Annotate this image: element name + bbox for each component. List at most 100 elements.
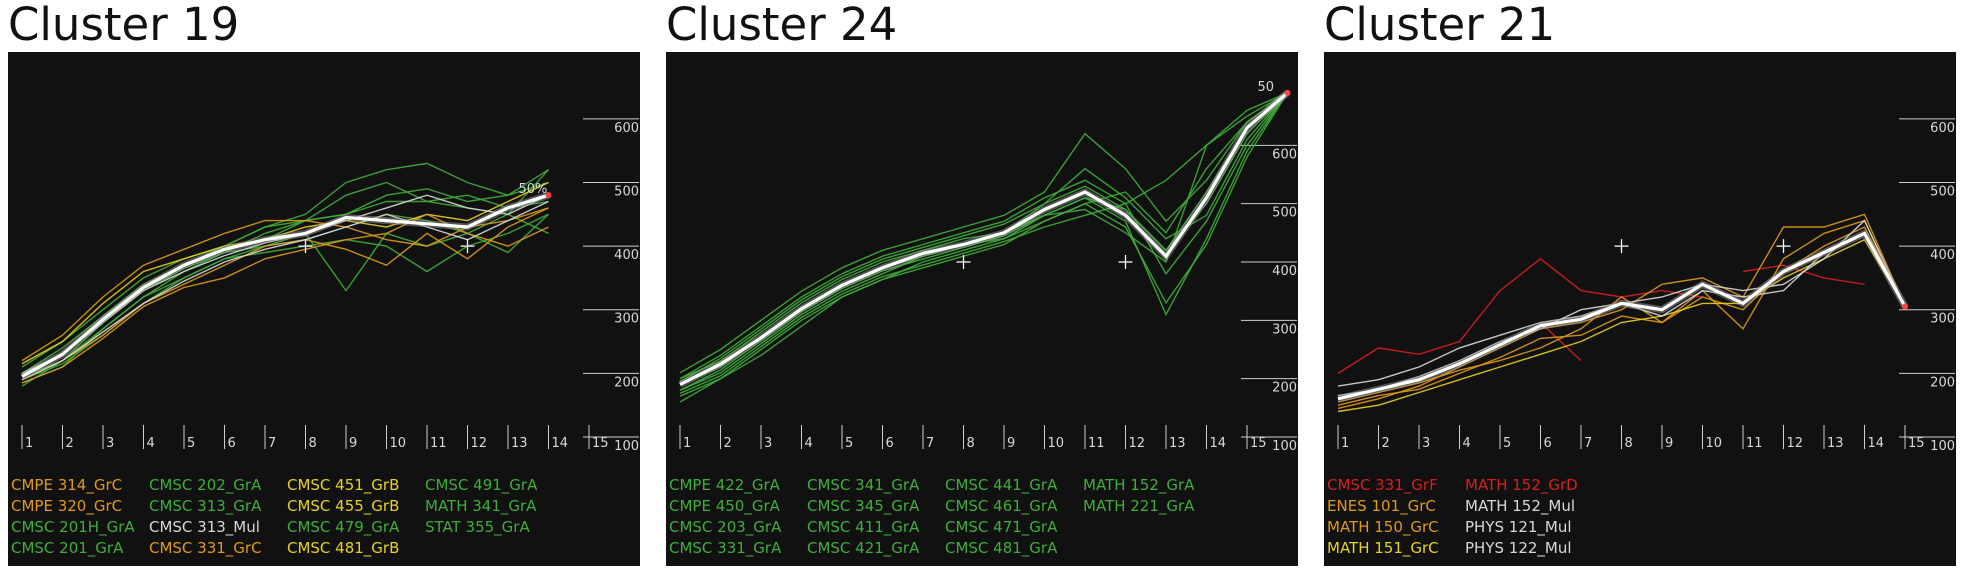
legend-entry: CMSC 411_GrA	[807, 518, 920, 536]
x-tick-label: 11	[1746, 436, 1763, 451]
legend-entry: CMSC 313_GrA	[149, 497, 262, 515]
legend-entry: MATH 151_GrC	[1327, 539, 1439, 557]
series-line	[21, 162, 549, 374]
legend-entry: CMSC 345_GrA	[807, 497, 920, 515]
x-tick-label: 12	[1129, 436, 1146, 451]
chart-svg: 1 2 3 4 5 6 7 8 9 10 11 12 13 14 15 1002003004005006005…	[678, 80, 1297, 454]
y-tick-label: 200	[1272, 381, 1297, 396]
cross-marker	[1776, 239, 1791, 254]
legend-entry: CMSC 341_GrA	[807, 476, 920, 494]
legend: CMPE 422_GrA CMPE 450_GrA CMSC 203_GrA CMSC…	[669, 475, 1221, 559]
x-tick-label: 5	[187, 436, 195, 451]
cross-marker	[460, 239, 475, 254]
series-line	[21, 200, 549, 381]
x-tick-label: 5	[845, 436, 853, 451]
legend-entry: MATH 221_GrA	[1083, 497, 1195, 515]
legend-entry: CMPE 320_GrC	[11, 497, 123, 515]
cluster-panel-1: Cluster 19 1 2 3 4 5 6 7 8 9 10 11 12 13 14 15 100 200 30…	[0, 0, 640, 573]
x-tick-label: 1	[683, 436, 691, 451]
end-annotation: 50%	[519, 182, 548, 197]
legend-entry: CMSC 451_GrB	[287, 476, 400, 494]
x-tick-label: 10	[1048, 436, 1065, 451]
cross-marker	[1614, 239, 1629, 254]
y-tick-label: 400	[1272, 264, 1297, 279]
x-tick-label: 6	[886, 436, 894, 451]
y-tick-label: 300	[614, 312, 639, 327]
legend-entry: CMSC 455_GrB	[287, 497, 400, 515]
legend-entry: CMSC 471_GrA	[945, 518, 1058, 536]
x-tick-label: 12	[1787, 436, 1804, 451]
x-tick-label: 10	[390, 436, 407, 451]
x-tick-label: 9	[1665, 436, 1673, 451]
y-tick-label: 300	[1930, 312, 1955, 327]
x-tick-label: 11	[430, 436, 447, 451]
y-tick-label: 400	[1930, 248, 1955, 263]
legend-entry: CMSC 202_GrA	[149, 476, 262, 494]
mean-line	[1337, 231, 1907, 401]
series-line	[1337, 213, 1906, 410]
x-tick-label: 14	[1868, 436, 1885, 451]
legend-entry: STAT 355_GrA	[425, 518, 530, 536]
legend-entry: MATH 152_Mul	[1465, 497, 1575, 515]
y-tick-label: 200	[614, 375, 639, 390]
legend-entry: CMSC 479_GrA	[287, 518, 400, 536]
legend-entry: ENES 101_GrC	[1327, 497, 1436, 515]
series-line	[21, 169, 550, 368]
x-tick-label: 8	[967, 436, 975, 451]
plot-area: 1 2 3 4 5 6 7 8 9 10 11 12 13 14 15 100 200 300 400 500 600 5…	[666, 52, 1298, 566]
plot-area: 1 2 3 4 5 6 7 8 9 10 11 12 13 14 15 100 200 300 400 500 600 …	[1324, 52, 1956, 566]
x-tick-label: 15	[592, 436, 609, 451]
y-tick-label: 600	[614, 121, 639, 136]
legend-entry: CMSC 331_GrA	[669, 539, 782, 557]
legend-entry: CMPE 422_GrA	[669, 476, 780, 494]
legend: CMSC 331_GrF ENES 101_GrC MATH 150_GrC MATH…	[1327, 475, 1879, 559]
x-tick-label: 13	[1169, 436, 1186, 451]
x-tick-label: 6	[228, 436, 236, 451]
legend-entry: MATH 150_GrC	[1327, 518, 1439, 536]
mean-line-halo	[20, 191, 550, 380]
x-tick-label: 4	[1463, 436, 1471, 451]
cross-marker	[298, 239, 313, 254]
x-tick-label: 14	[552, 436, 569, 451]
x-tick-label: 3	[764, 436, 772, 451]
legend-entry: MATH 341_GrA	[425, 497, 537, 515]
x-tick-label: 4	[805, 436, 813, 451]
series-line	[679, 92, 1289, 397]
end-marker	[1902, 303, 1908, 310]
series-line	[21, 181, 549, 375]
y-tick-label: 400	[614, 248, 639, 263]
legend-entry: CMSC 421_GrA	[807, 539, 920, 557]
series-line	[21, 207, 549, 381]
x-tick-label: 10	[1706, 436, 1723, 451]
mean-line	[679, 91, 1289, 386]
y-tick-label: 600	[1930, 121, 1955, 136]
x-tick-label: 4	[147, 436, 155, 451]
legend-entry: MATH 152_GrA	[1083, 476, 1195, 494]
x-tick-label: 5	[1503, 436, 1511, 451]
legend-entry: PHYS 121_Mul	[1465, 518, 1572, 536]
legend-entry: CMSC 491_GrA	[425, 476, 538, 494]
series-line	[1337, 219, 1906, 406]
x-tick-label: 7	[268, 436, 276, 451]
x-tick-label: 7	[926, 436, 934, 451]
x-tick-label: 6	[1544, 436, 1552, 451]
y-tick-label: 100	[1272, 439, 1297, 454]
series-line	[21, 194, 549, 375]
y-tick-label: 500	[614, 184, 639, 199]
x-tick-label: 8	[1625, 436, 1633, 451]
series-line	[21, 213, 549, 384]
x-tick-label: 7	[1584, 436, 1592, 451]
y-tick-label: 100	[1930, 439, 1955, 454]
legend: CMPE 314_GrC CMPE 320_GrC CMSC 201H_GrA CMS…	[11, 475, 563, 559]
legend-entry: CMPE 450_GrA	[669, 497, 780, 515]
x-tick-label: 15	[1250, 436, 1267, 451]
y-tick-label: 300	[1272, 322, 1297, 337]
series-line	[679, 92, 1288, 403]
x-tick-label: 13	[1827, 436, 1844, 451]
series-line	[1337, 257, 1703, 374]
y-tick-label: 200	[1930, 375, 1955, 390]
legend-entry: MATH 152_GrD	[1465, 476, 1578, 494]
legend-entry: CMSC 331_GrF	[1327, 476, 1438, 494]
x-tick-label: 2	[724, 436, 732, 451]
x-tick-label: 14	[1210, 436, 1227, 451]
